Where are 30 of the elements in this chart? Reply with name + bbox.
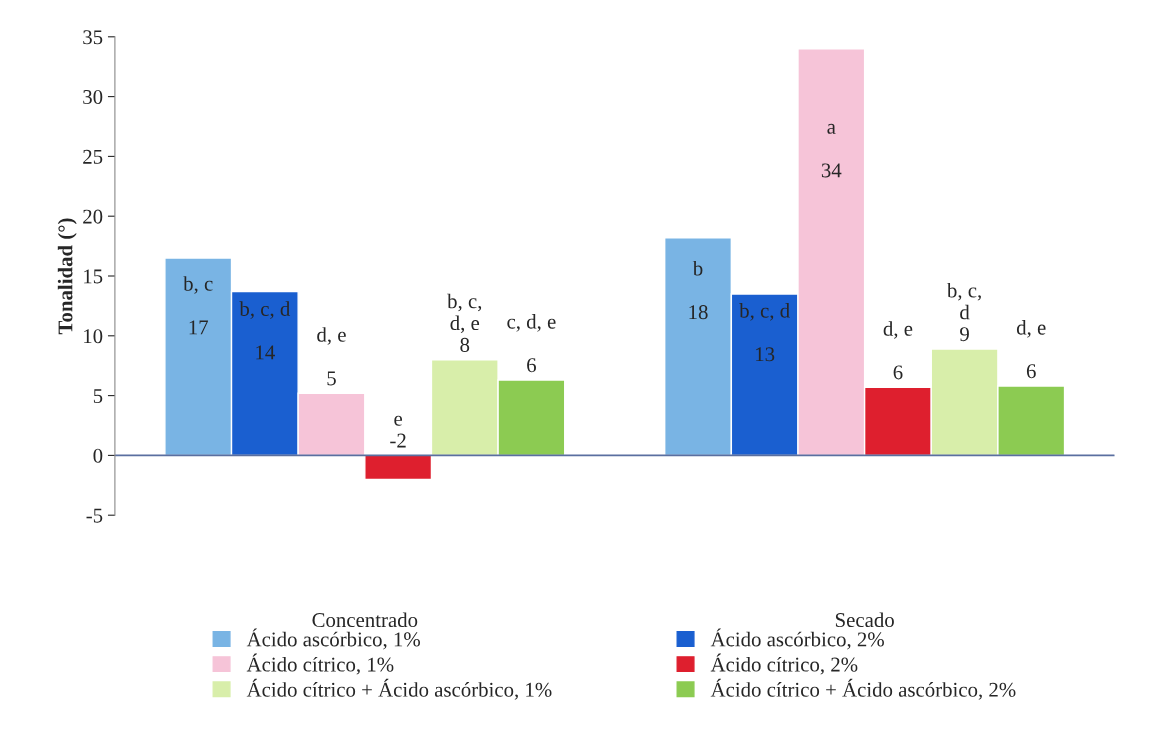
y-tick-label: 5 xyxy=(93,389,103,404)
y-tick-label: 0 xyxy=(93,448,103,463)
text: c, d, e 6 xyxy=(507,314,556,373)
text: b 18 xyxy=(689,260,708,320)
text: b, c, d 13 xyxy=(739,303,790,362)
legend-label: Ácido cítrico + Ácido ascórbico, 1% xyxy=(246,678,552,700)
text: a 34 xyxy=(821,123,842,178)
y-axis-title: Tonalidad (°) xyxy=(57,218,77,335)
text: b, c, d 14 xyxy=(239,301,291,360)
y-tick-label: -5 xyxy=(86,508,103,523)
text: b, c 17 xyxy=(183,276,213,335)
text: d, e 6 xyxy=(883,321,913,380)
legend-label: Ácido cítrico + Ácido ascórbico, 2% xyxy=(710,678,1016,700)
legend-label: Ácido cítrico, 1% xyxy=(246,653,394,675)
data-label: b, c, d 9 xyxy=(946,282,981,342)
legend-label: Ácido cítrico, 2% xyxy=(710,653,858,675)
legend-label: Ácido ascórbico, 1% xyxy=(246,628,420,650)
y-tick-label: 35 xyxy=(83,30,103,45)
data-label: b, c, d, e 8 xyxy=(447,293,482,352)
text: d, e 6 xyxy=(1016,319,1046,379)
y-tick-label: 30 xyxy=(83,89,103,105)
data-label: e -2 xyxy=(390,415,406,448)
x-tick-label: Concentrado xyxy=(312,612,418,628)
text: d, e 5 xyxy=(317,327,346,386)
y-tick-label: 20 xyxy=(83,209,103,224)
y-tick-label: 15 xyxy=(84,269,103,284)
y-tick-label: 10 xyxy=(84,329,103,344)
x-tick-label: Secado xyxy=(835,612,894,628)
y-tick-label: 25 xyxy=(83,149,103,164)
legend-label: Ácido ascórbico, 2% xyxy=(710,628,884,650)
